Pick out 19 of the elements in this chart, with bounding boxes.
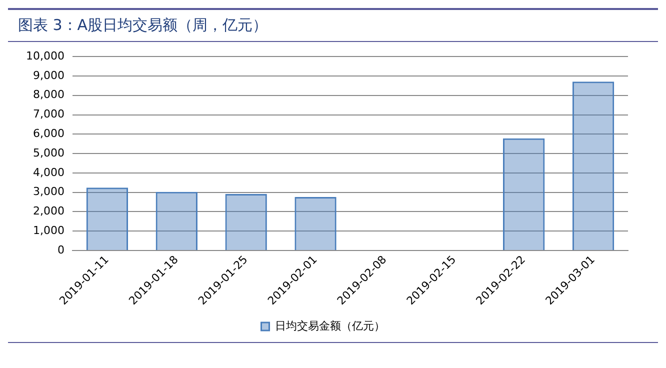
y-tick-label: 2,000 [32,204,64,218]
y-tick-label: 10,000 [26,49,64,62]
y-tick-label: 0 [57,243,64,256]
legend-label: 日均交易金额（亿元） [274,319,385,332]
chart-title: 图表 3：A股日均交易额（周，亿元） [8,8,658,42]
bar [225,194,267,250]
bar [572,82,614,250]
y-tick-label: 7,000 [32,108,64,121]
bar [503,138,545,250]
y-tick-label: 9,000 [32,68,64,82]
bar [294,196,336,250]
y-tick-label: 1,000 [32,224,64,237]
y-tick-label: 6,000 [32,127,64,140]
y-tick-label: 5,000 [32,146,64,160]
bar [156,192,198,250]
y-tick-label: 4,000 [32,166,64,179]
y-tick-label: 3,000 [32,185,64,198]
y-tick-label: 8,000 [32,88,64,102]
bar [86,188,128,250]
